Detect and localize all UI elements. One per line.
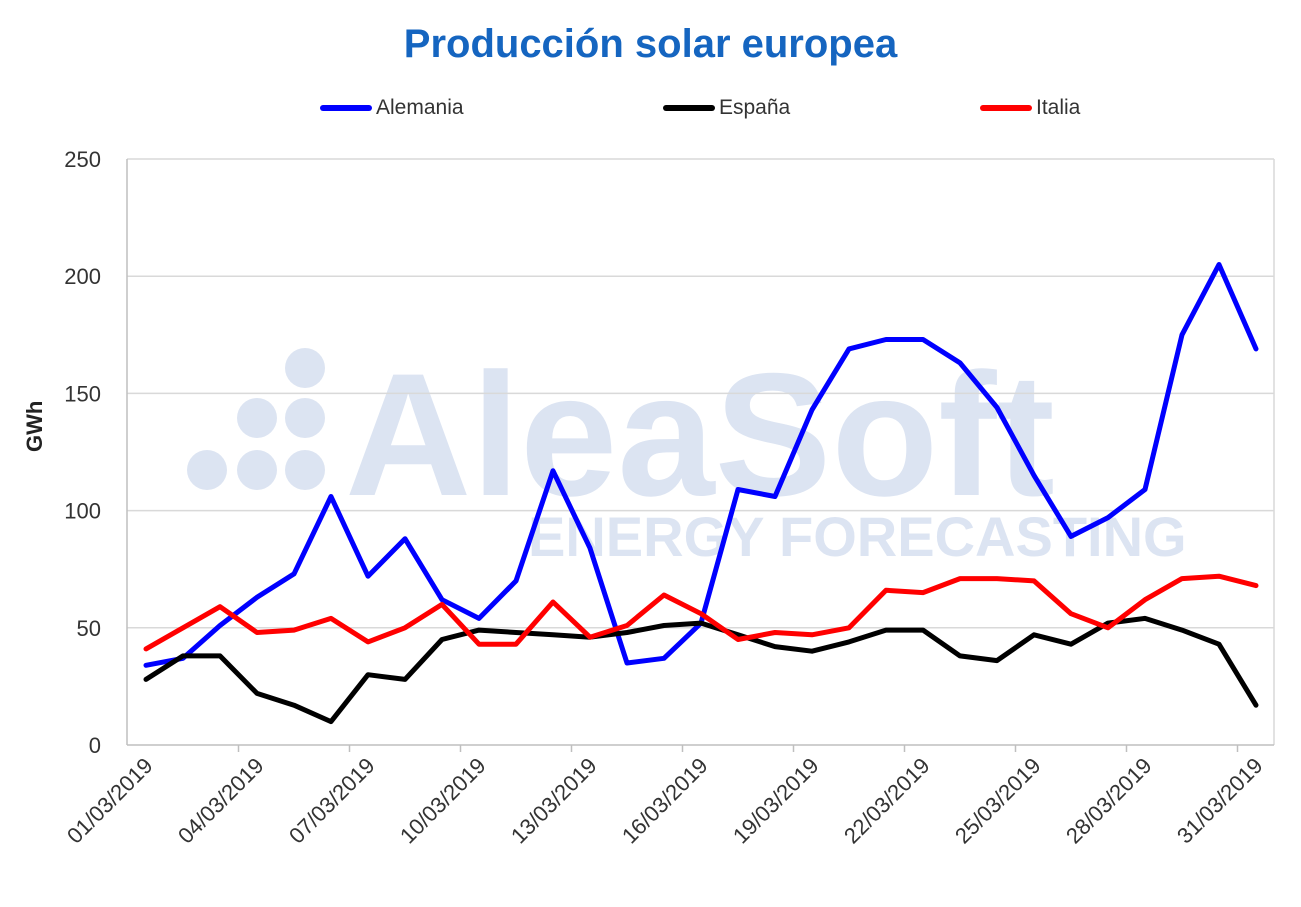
x-tick-label-13-03-2019: 13/03/2019 bbox=[506, 753, 602, 849]
x-tick-label-16-03-2019: 16/03/2019 bbox=[617, 753, 713, 849]
x-tick-label-01-03-2019: 01/03/2019 bbox=[62, 753, 158, 849]
x-tick-label-28-03-2019: 28/03/2019 bbox=[1061, 753, 1157, 849]
legend-label-italia: Italia bbox=[1036, 96, 1081, 119]
x-tick-label-25-03-2019: 25/03/2019 bbox=[950, 753, 1046, 849]
legend-swatch-alemania bbox=[320, 105, 372, 111]
legend-item-espana: España bbox=[663, 96, 790, 120]
y-tick-label-150: 150 bbox=[64, 381, 101, 406]
y-tick-label-100: 100 bbox=[64, 499, 101, 524]
y-tick-label-250: 250 bbox=[64, 147, 101, 172]
chart-title: Producción solar europea bbox=[403, 22, 898, 66]
x-tick-label-22-03-2019: 22/03/2019 bbox=[839, 753, 935, 849]
x-tick-label-10-03-2019: 10/03/2019 bbox=[395, 753, 491, 849]
series-line-italia bbox=[143, 573, 1259, 652]
x-tick-label-04-03-2019: 04/03/2019 bbox=[173, 753, 269, 849]
legend-item-alemania: Alemania bbox=[320, 96, 464, 120]
legend-item-italia: Italia bbox=[980, 96, 1080, 120]
series-line-alemania bbox=[143, 262, 1259, 668]
y-tick-label-200: 200 bbox=[64, 264, 101, 289]
x-tick-label-31-03-2019: 31/03/2019 bbox=[1172, 753, 1268, 849]
legend-swatch-espana bbox=[663, 105, 715, 111]
x-tick-label-19-03-2019: 19/03/2019 bbox=[728, 753, 824, 849]
x-tick-label-07-03-2019: 07/03/2019 bbox=[284, 753, 380, 849]
y-tick-label-50: 50 bbox=[77, 616, 101, 641]
legend-label-espana: España bbox=[719, 96, 791, 119]
legend: Alemania España Italia bbox=[0, 96, 1301, 126]
series-line-espana bbox=[143, 615, 1259, 725]
y-tick-label-0: 0 bbox=[89, 733, 101, 758]
legend-swatch-italia bbox=[980, 105, 1032, 111]
legend-label-alemania: Alemania bbox=[376, 96, 464, 119]
